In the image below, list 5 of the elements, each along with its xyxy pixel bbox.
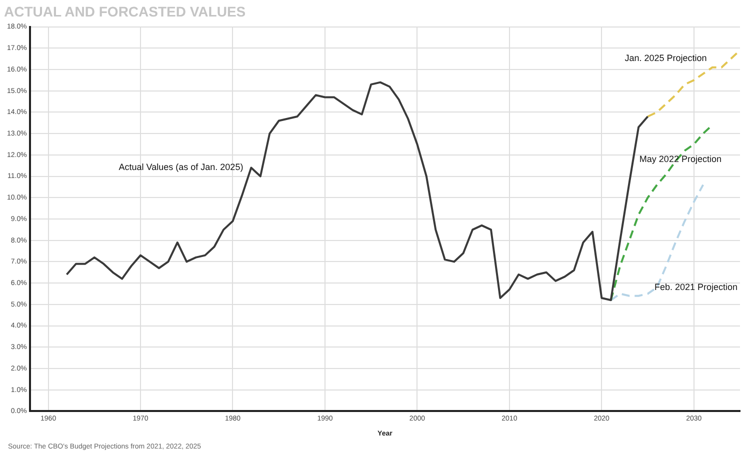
series-label: Jan. 2025 Projection	[624, 52, 707, 63]
chart-title: ACTUAL AND FORCASTED VALUES	[4, 3, 246, 20]
series-label: Feb. 2021 Projection	[654, 282, 738, 292]
series-label: Actual Values (as of Jan. 2025)	[118, 162, 244, 172]
series-label: May 2022 Projection	[639, 154, 722, 164]
